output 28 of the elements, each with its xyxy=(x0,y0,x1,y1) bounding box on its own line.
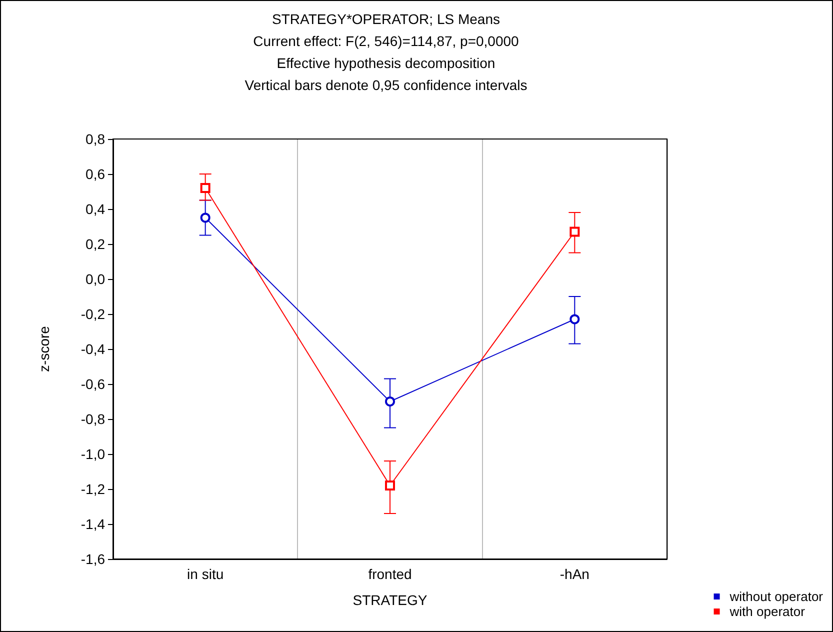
y-tick-label: -0,8 xyxy=(80,411,106,427)
point xyxy=(570,314,580,324)
x-tick-label: -hAn xyxy=(560,566,590,582)
x-axis-title: STRATEGY xyxy=(352,592,428,608)
y-tick-label: -0,2 xyxy=(80,306,106,322)
y-tick-label: 0,0 xyxy=(86,271,106,287)
y-axis-title: z-score xyxy=(36,326,52,372)
y-tick-label: -1,6 xyxy=(80,551,106,567)
y-tick-label: -1,0 xyxy=(80,446,106,462)
y-tick-label: -0,6 xyxy=(80,376,106,392)
legend-label: without operator xyxy=(728,589,824,604)
y-tick-label: 0,6 xyxy=(86,166,106,182)
x-tick-label: in situ xyxy=(187,566,224,582)
y-tick-label: 0,8 xyxy=(86,131,106,147)
point xyxy=(200,212,210,223)
chart-title: STRATEGY*OPERATOR; LS Means xyxy=(272,11,500,27)
y-tick-label: -1,4 xyxy=(80,516,106,532)
legend-label: with operator xyxy=(728,604,806,619)
point xyxy=(385,396,395,406)
x-tick-label: fronted xyxy=(368,566,412,582)
point xyxy=(570,226,580,237)
y-tick-label: -1,2 xyxy=(80,481,106,497)
point xyxy=(385,480,395,490)
y-tick-label: 0,2 xyxy=(86,236,106,252)
point xyxy=(200,183,210,193)
y-tick-label: 0,4 xyxy=(86,201,106,217)
y-tick-label: -0,4 xyxy=(80,341,106,357)
chart-subtitle: Current effect: F(2, 546)=114,87, p=0,0000 Effective hypothesis decomposition Vertical bars denote 0,95 confidence intervals xyxy=(244,33,528,93)
